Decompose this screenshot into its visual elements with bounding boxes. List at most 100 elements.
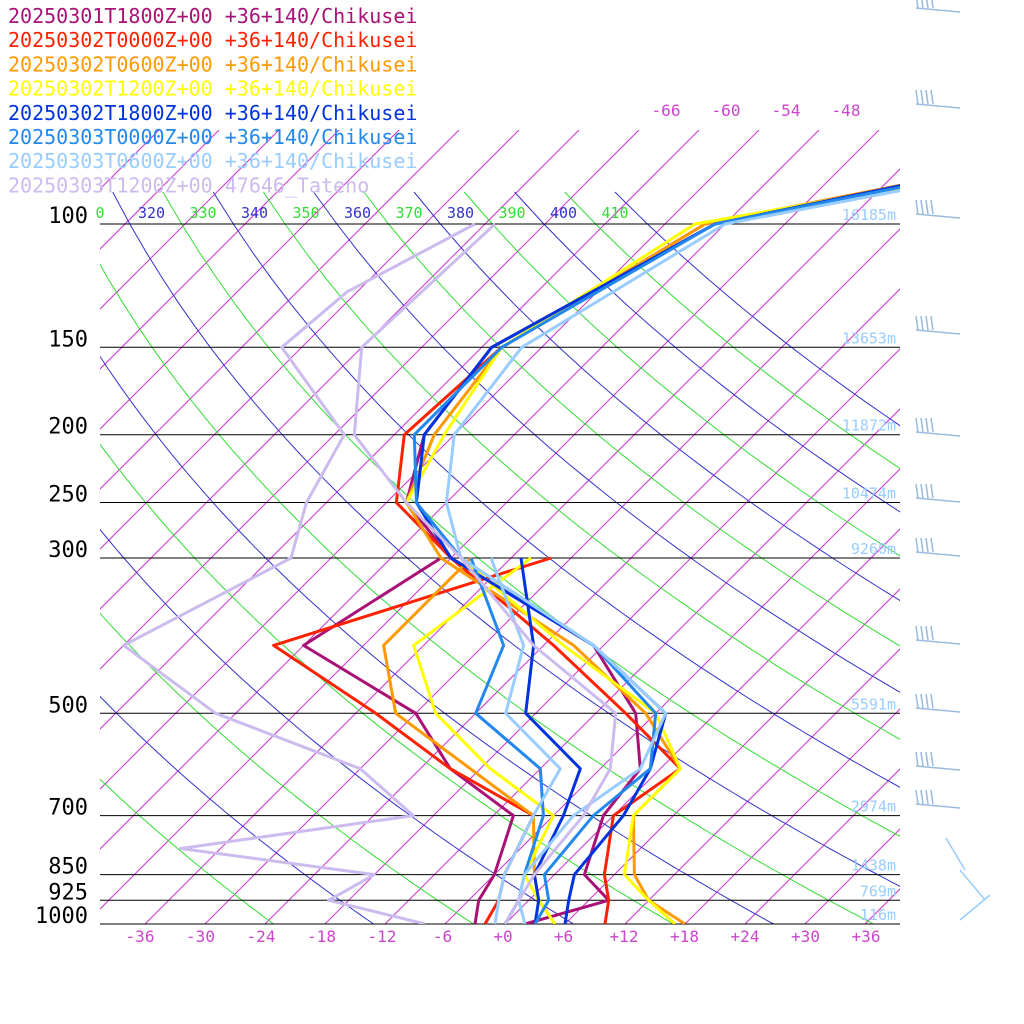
legend: 20250301T1800Z+00 +36+140/Chikusei202503…: [8, 4, 417, 197]
wind-barb-flag: [930, 483, 934, 499]
dry-adiabat-line: [262, 191, 900, 740]
temperature-tick-label: -6: [433, 927, 452, 946]
sounding-profiles: [122, 183, 900, 924]
wind-barb-flag: [915, 789, 919, 805]
wind-barb-flag: [915, 89, 919, 105]
wind-barb-icon: [915, 639, 961, 645]
height-label: 2974m: [851, 798, 896, 816]
wind-barb-flag: [925, 199, 929, 215]
theta-label: 370: [395, 204, 422, 222]
height-label: 5591m: [851, 695, 896, 713]
temperature-tick-label: -24: [247, 927, 276, 946]
wind-barb-icon: [915, 551, 961, 557]
dewpoint-profile-line: [489, 557, 562, 924]
height-label: 16185m: [842, 206, 896, 224]
wind-barb-flag: [915, 315, 919, 331]
wind-barb-flag: [925, 625, 929, 641]
isotherm-label: -66: [652, 101, 681, 120]
wind-barb-flag: [920, 789, 924, 805]
dewpoint-profile-line: [302, 556, 515, 924]
legend-entry: 20250302T1800Z+00 +36+140/Chikusei: [8, 101, 417, 125]
temperature-tick-label: +18: [670, 927, 699, 946]
isotherm-line: [100, 130, 280, 310]
wind-barb-icon: [915, 803, 961, 809]
wind-barb-flag: [930, 751, 934, 767]
wind-barb-flag: [930, 199, 934, 215]
theta-label: 410: [601, 204, 628, 222]
wind-barb-flag: [920, 199, 924, 215]
temperature-tick-label: +24: [731, 927, 760, 946]
wind-barb-icon: [915, 765, 961, 771]
legend-entry: 20250301T1800Z+00 +36+140/Chikusei: [8, 4, 417, 28]
pressure-label: 200: [48, 415, 88, 440]
isotherm-line: [100, 130, 640, 670]
isotherm-label: -54: [772, 101, 801, 120]
temperature-tick-label: +6: [554, 927, 573, 946]
wind-barb-flag: [925, 751, 929, 767]
theta-label: 340: [241, 204, 268, 222]
wind-barb-icon: [959, 869, 986, 901]
isotherm-line: [100, 130, 340, 370]
wind-barb-flag: [920, 751, 924, 767]
wind-barb-flag: [920, 693, 924, 709]
wind-barb-flag: [915, 693, 919, 709]
height-label: 13653m: [842, 329, 896, 347]
temperature-tick-label: -36: [126, 927, 155, 946]
temperature-tick-label: +0: [493, 927, 512, 946]
theta-label: 380: [447, 204, 474, 222]
wind-barb-icon: [915, 431, 961, 437]
wind-barb-flag: [920, 417, 924, 433]
wind-barb-icon: [945, 837, 966, 871]
temperature-tick-label: -12: [368, 927, 397, 946]
wind-barb-flag: [930, 315, 934, 331]
legend-entry: 20250302T1200Z+00 +36+140/Chikusei: [8, 77, 417, 101]
isotherm-line: [144, 168, 900, 924]
wind-barb-flag: [915, 199, 919, 215]
isotherm-line: [985, 100, 1024, 924]
dry-adiabat-line: [313, 191, 900, 693]
pressure-label: 850: [48, 855, 88, 880]
isotherm-label: -60: [712, 101, 741, 120]
pressure-label: 700: [48, 796, 88, 821]
pressure-label: 150: [48, 327, 88, 352]
isotherm-line: [444, 468, 900, 924]
temperature-tick-label: +36: [852, 927, 881, 946]
wind-barb-flag: [930, 417, 934, 433]
isotherm-line: [100, 130, 520, 550]
legend-entry: 20250302T0000Z+00 +36+140/Chikusei: [8, 28, 417, 52]
wind-barb-flag: [916, 0, 919, 9]
wind-barb-icon: [915, 707, 961, 713]
isotherm-line: [100, 130, 820, 850]
isotherm-line: [925, 100, 1024, 924]
pressure-label: 925: [48, 880, 88, 905]
wind-barbs: [915, 0, 991, 921]
temperature-profile-line: [352, 222, 618, 924]
isotherm-label: -48: [832, 101, 861, 120]
wind-barb-flag: [930, 693, 934, 709]
wind-barb-flag: [920, 625, 924, 641]
wind-barb-flag: [930, 789, 934, 805]
dewpoint-profile-line: [519, 557, 582, 924]
wind-barb-flag: [926, 0, 929, 9]
theta-label: 400: [550, 204, 577, 222]
pressure-label: 500: [48, 693, 88, 718]
wind-barb-flag: [920, 537, 924, 553]
legend-entry: 20250302T0600Z+00 +36+140/Chikusei: [8, 52, 417, 76]
temperature-profile-line: [444, 189, 900, 924]
pressure-label: 100: [48, 204, 88, 229]
wind-barb-flag: [915, 751, 919, 767]
wind-barb-flag: [930, 625, 934, 641]
wind-barb-flag: [920, 89, 924, 105]
theta-label: 350: [292, 204, 319, 222]
legend-entry: 20250303T1200Z+00 47646_Tateno: [8, 173, 369, 197]
legend-entry: 20250303T0000Z+00 +36+140/Chikusei: [8, 125, 417, 149]
temperature-tick-label: +12: [610, 927, 639, 946]
wind-barb-flag: [925, 89, 929, 105]
wind-barb-icon: [915, 103, 961, 109]
isotherm-line: [264, 288, 900, 924]
temperature-tick-label: +30: [791, 927, 820, 946]
wind-barb-flag: [925, 537, 929, 553]
dry-adiabat-line: [100, 778, 275, 924]
isotherm-line: [100, 130, 700, 730]
height-label: 9260m: [851, 540, 896, 558]
